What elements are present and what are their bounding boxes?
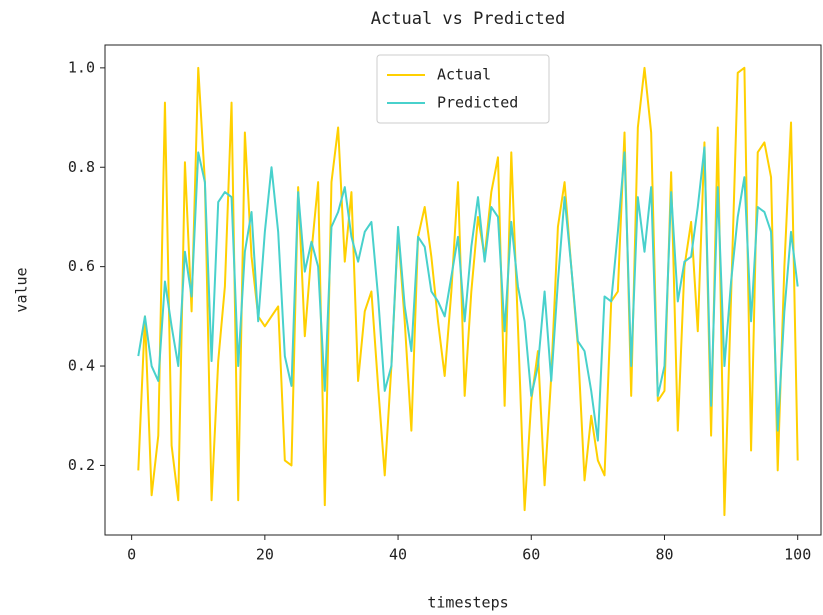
x-tick-label: 40 (389, 546, 407, 564)
legend-label: Predicted (437, 94, 518, 112)
x-tick-label: 80 (655, 546, 673, 564)
y-tick-label: 0.2 (68, 456, 95, 474)
chart-title: Actual vs Predicted (371, 9, 565, 29)
y-tick-label: 0.4 (68, 357, 95, 375)
plot-frame (104, 44, 822, 536)
y-tick-label: 0.6 (68, 257, 95, 275)
x-tick-label: 100 (784, 546, 811, 564)
series-line (137, 146, 799, 442)
x-tick-label: 60 (522, 546, 540, 564)
series-line (137, 66, 799, 517)
x-axis-label: timesteps (427, 594, 508, 612)
y-tick-label: 0.8 (68, 158, 95, 176)
y-axis-label: value (13, 267, 31, 312)
y-tick-label: 1.0 (68, 58, 95, 76)
legend-label: Actual (437, 66, 491, 84)
legend-box (376, 54, 550, 124)
x-tick-label: 20 (256, 546, 274, 564)
x-tick-label: 0 (127, 546, 136, 564)
